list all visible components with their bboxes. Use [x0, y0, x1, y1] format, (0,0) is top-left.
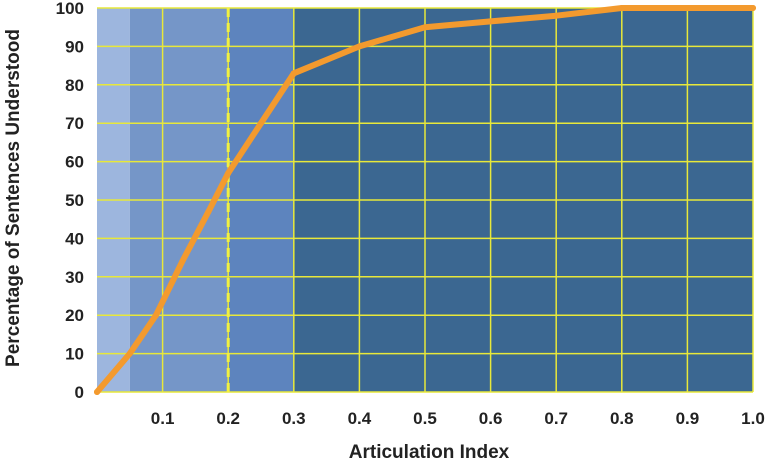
x-tick-label: 1.0: [741, 409, 765, 428]
y-tick-label: 90: [65, 37, 84, 56]
x-axis-title: Articulation Index: [349, 442, 510, 463]
x-tick-label: 0.2: [216, 409, 240, 428]
data-point: [750, 5, 756, 11]
data-point: [153, 312, 160, 319]
data-point: [225, 170, 232, 177]
y-tick-label: 30: [65, 268, 84, 287]
x-tick-label: 0.7: [544, 409, 568, 428]
y-tick-label: 80: [65, 76, 84, 95]
x-tick-label: 0.8: [610, 409, 634, 428]
y-tick-label: 0: [75, 383, 84, 402]
y-tick-label: 70: [65, 114, 84, 133]
y-tick-label: 40: [65, 229, 84, 248]
data-point: [126, 350, 133, 357]
data-point: [258, 120, 264, 127]
data-point: [618, 5, 625, 11]
data-point: [205, 208, 212, 215]
data-point: [487, 18, 494, 25]
data-point: [553, 12, 560, 19]
data-point: [684, 5, 691, 11]
data-point: [290, 70, 297, 77]
data-point: [356, 43, 363, 50]
x-tick-label: 0.6: [479, 409, 503, 428]
y-axis-title: Percentage of Sentences Understood: [3, 29, 24, 367]
x-tick-labels: 0.1 0.2 0.3 0.4 0.5 0.6 0.7 0.8 0.9 1.0: [151, 409, 765, 428]
x-tick-label: 0.9: [676, 409, 700, 428]
y-tick-labels: 0 10 20 30 40 50 60 70 80 90 100: [56, 0, 84, 402]
data-point: [179, 258, 186, 265]
data-point: [94, 389, 100, 395]
data-point: [422, 24, 428, 31]
x-tick-label: 0.1: [151, 409, 175, 428]
x-tick-label: 0.3: [282, 409, 306, 428]
series-layer: [94, 5, 756, 395]
y-tick-label: 100: [56, 0, 84, 18]
x-tick-label: 0.4: [348, 409, 372, 428]
y-tick-label: 10: [65, 345, 84, 364]
y-tick-label: 60: [65, 153, 84, 172]
y-tick-label: 50: [65, 191, 84, 210]
x-tick-label: 0.5: [413, 409, 437, 428]
y-tick-label: 20: [65, 306, 84, 325]
